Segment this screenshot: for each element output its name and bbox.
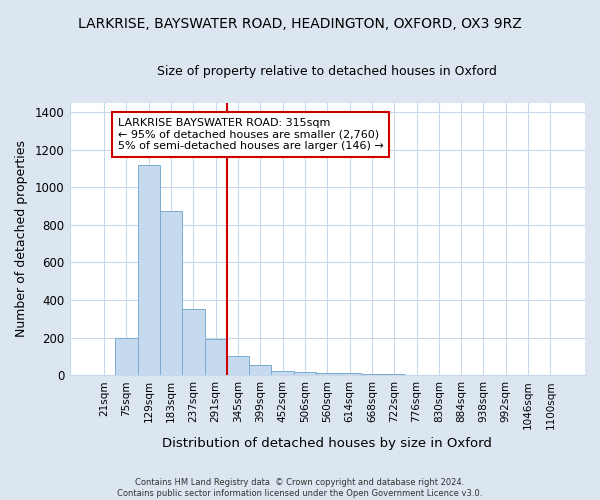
Bar bbox=[115, 338, 137, 375]
Bar bbox=[316, 374, 338, 375]
Bar bbox=[294, 372, 316, 375]
Text: LARKRISE BAYSWATER ROAD: 315sqm
← 95% of detached houses are smaller (2,760)
5% : LARKRISE BAYSWATER ROAD: 315sqm ← 95% of… bbox=[118, 118, 383, 151]
Bar bbox=[182, 310, 205, 375]
Bar bbox=[227, 356, 249, 375]
Bar bbox=[383, 374, 406, 375]
Title: Size of property relative to detached houses in Oxford: Size of property relative to detached ho… bbox=[157, 65, 497, 78]
Bar bbox=[361, 374, 383, 375]
Text: LARKRISE, BAYSWATER ROAD, HEADINGTON, OXFORD, OX3 9RZ: LARKRISE, BAYSWATER ROAD, HEADINGTON, OX… bbox=[78, 18, 522, 32]
Bar bbox=[160, 211, 182, 375]
Text: Contains HM Land Registry data  © Crown copyright and database right 2024.
Conta: Contains HM Land Registry data © Crown c… bbox=[118, 478, 482, 498]
Bar bbox=[249, 365, 271, 375]
Bar bbox=[205, 338, 227, 375]
Bar bbox=[137, 165, 160, 375]
Bar bbox=[271, 372, 294, 375]
Y-axis label: Number of detached properties: Number of detached properties bbox=[15, 140, 28, 338]
X-axis label: Distribution of detached houses by size in Oxford: Distribution of detached houses by size … bbox=[163, 437, 492, 450]
Bar bbox=[338, 374, 361, 375]
